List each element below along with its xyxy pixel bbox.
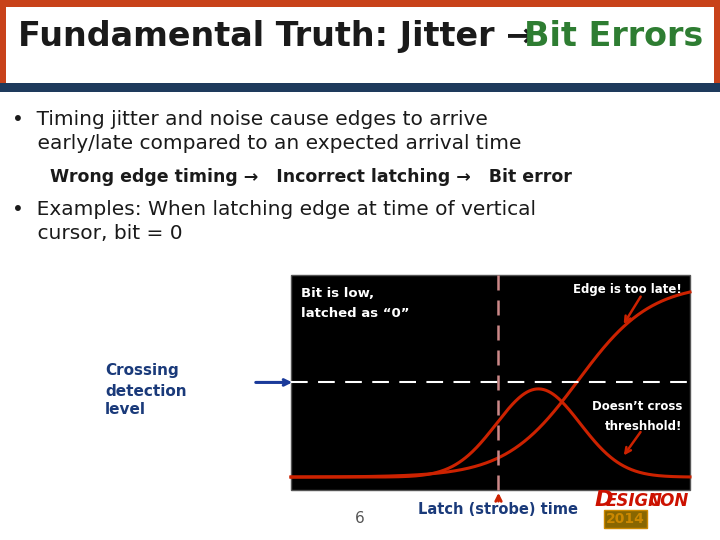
Text: •  Timing jitter and noise cause edges to arrive: • Timing jitter and noise cause edges to… <box>12 110 488 129</box>
Text: 6: 6 <box>355 511 365 526</box>
Text: detection: detection <box>105 384 186 400</box>
Text: early/late compared to an expected arrival time: early/late compared to an expected arriv… <box>12 134 521 153</box>
Text: threshhold!: threshhold! <box>605 421 682 434</box>
Text: •  Examples: When latching edge at time of vertical: • Examples: When latching edge at time o… <box>12 200 536 219</box>
Text: cursor, bit = 0: cursor, bit = 0 <box>12 224 183 243</box>
Text: level: level <box>105 402 146 417</box>
Text: ESIGN: ESIGN <box>606 492 663 510</box>
FancyBboxPatch shape <box>6 8 714 83</box>
Text: Fundamental Truth: Jitter →: Fundamental Truth: Jitter → <box>18 20 546 53</box>
Text: D: D <box>595 490 613 510</box>
Bar <box>291 275 690 490</box>
Text: Edge is too late!: Edge is too late! <box>573 283 682 296</box>
Text: Doesn’t cross: Doesn’t cross <box>592 401 682 414</box>
Text: CON: CON <box>648 492 688 510</box>
Text: 2014: 2014 <box>606 512 645 526</box>
Text: Wrong edge timing →   Incorrect latching →   Bit error: Wrong edge timing → Incorrect latching →… <box>50 168 572 186</box>
Bar <box>0 83 720 92</box>
Text: Bit is low,: Bit is low, <box>301 287 374 300</box>
Text: Bit Errors: Bit Errors <box>524 20 703 53</box>
Text: Latch (strobe) time: Latch (strobe) time <box>418 502 578 517</box>
Text: latched as “0”: latched as “0” <box>301 307 410 320</box>
Text: Crossing: Crossing <box>105 363 179 379</box>
